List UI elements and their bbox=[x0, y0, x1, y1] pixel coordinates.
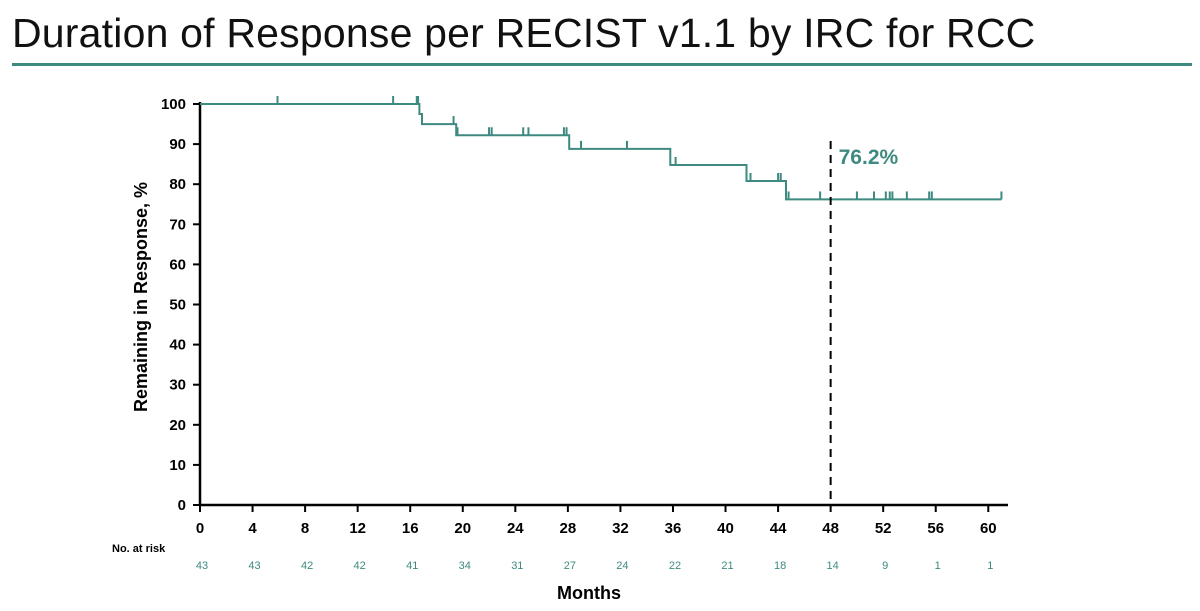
y-tick-label: 50 bbox=[169, 297, 186, 314]
y-tick-label: 0 bbox=[178, 497, 186, 514]
title-rule bbox=[12, 63, 1192, 66]
x-tick-label: 44 bbox=[770, 520, 787, 537]
x-tick-label: 56 bbox=[927, 520, 944, 537]
y-tick-label: 100 bbox=[161, 96, 186, 113]
x-ticks: 0 4 8 12 16 20 24 28 32 36 40 44 48 52 56 60 bbox=[196, 505, 997, 537]
at-risk-value: 42 bbox=[354, 560, 366, 572]
at-risk-value: 14 bbox=[827, 560, 839, 572]
x-tick-label: 52 bbox=[875, 520, 892, 537]
at-risk-value: 9 bbox=[882, 560, 888, 572]
annotation-76-2: 76.2% bbox=[839, 146, 899, 169]
y-tick-label: 30 bbox=[169, 377, 186, 394]
y-tick-label: 40 bbox=[169, 337, 186, 354]
at-risk-value: 24 bbox=[616, 560, 628, 572]
x-tick-label: 4 bbox=[248, 520, 257, 537]
x-tick-label: 20 bbox=[454, 520, 471, 537]
y-tick-label: 90 bbox=[169, 136, 186, 153]
y-tick-label: 20 bbox=[169, 417, 186, 434]
y-tick-label: 60 bbox=[169, 256, 186, 273]
reference-layer: 76.2% bbox=[829, 141, 899, 505]
y-tick-label: 80 bbox=[169, 176, 186, 193]
x-axis-title: Months bbox=[557, 583, 621, 603]
at-risk-table: No. at risk 43 43 42 42 41 34 31 27 24 22 21 18 14 9 1 1 bbox=[112, 543, 993, 572]
x-tick-label: 32 bbox=[612, 520, 629, 537]
x-tick-label: 60 bbox=[980, 520, 997, 537]
at-risk-value: 43 bbox=[248, 560, 260, 572]
x-tick-label: 12 bbox=[349, 520, 366, 537]
series-layer bbox=[200, 103, 1002, 201]
y-tick-label: 70 bbox=[169, 216, 186, 233]
km-curve bbox=[200, 103, 1002, 201]
y-tick-label: 10 bbox=[169, 457, 186, 474]
y-ticks: 0 10 20 30 40 50 60 70 80 90 100 bbox=[161, 96, 200, 514]
x-tick-label: 24 bbox=[507, 520, 524, 537]
at-risk-value: 42 bbox=[301, 560, 313, 572]
x-tick-label: 28 bbox=[560, 520, 577, 537]
x-tick-label: 16 bbox=[402, 520, 419, 537]
at-risk-label: No. at risk bbox=[112, 543, 166, 555]
at-risk-value: 31 bbox=[511, 560, 523, 572]
at-risk-value: 21 bbox=[721, 560, 733, 572]
y-axis-title: Remaining in Response, % bbox=[131, 182, 151, 412]
at-risk-value: 43 bbox=[196, 560, 208, 572]
at-risk-value: 18 bbox=[774, 560, 786, 572]
at-risk-value: 34 bbox=[459, 560, 471, 572]
at-risk-value: 27 bbox=[564, 560, 576, 572]
x-tick-label: 0 bbox=[196, 520, 204, 537]
x-tick-label: 40 bbox=[717, 520, 734, 537]
x-tick-label: 48 bbox=[822, 520, 839, 537]
at-risk-value: 22 bbox=[669, 560, 681, 572]
x-tick-label: 8 bbox=[301, 520, 309, 537]
at-risk-value: 41 bbox=[406, 560, 418, 572]
at-risk-value: 1 bbox=[935, 560, 941, 572]
censor-marks bbox=[276, 96, 1003, 200]
x-tick-label: 36 bbox=[665, 520, 682, 537]
at-risk-value: 1 bbox=[987, 560, 993, 572]
page-title: Duration of Response per RECIST v1.1 by … bbox=[12, 10, 1036, 56]
